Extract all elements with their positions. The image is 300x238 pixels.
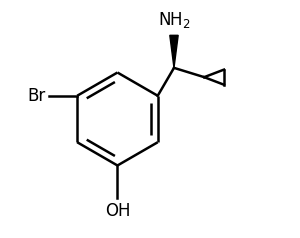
Text: Br: Br bbox=[28, 87, 46, 105]
Text: OH: OH bbox=[105, 202, 130, 219]
Polygon shape bbox=[170, 35, 178, 68]
Text: NH$_2$: NH$_2$ bbox=[158, 10, 190, 30]
